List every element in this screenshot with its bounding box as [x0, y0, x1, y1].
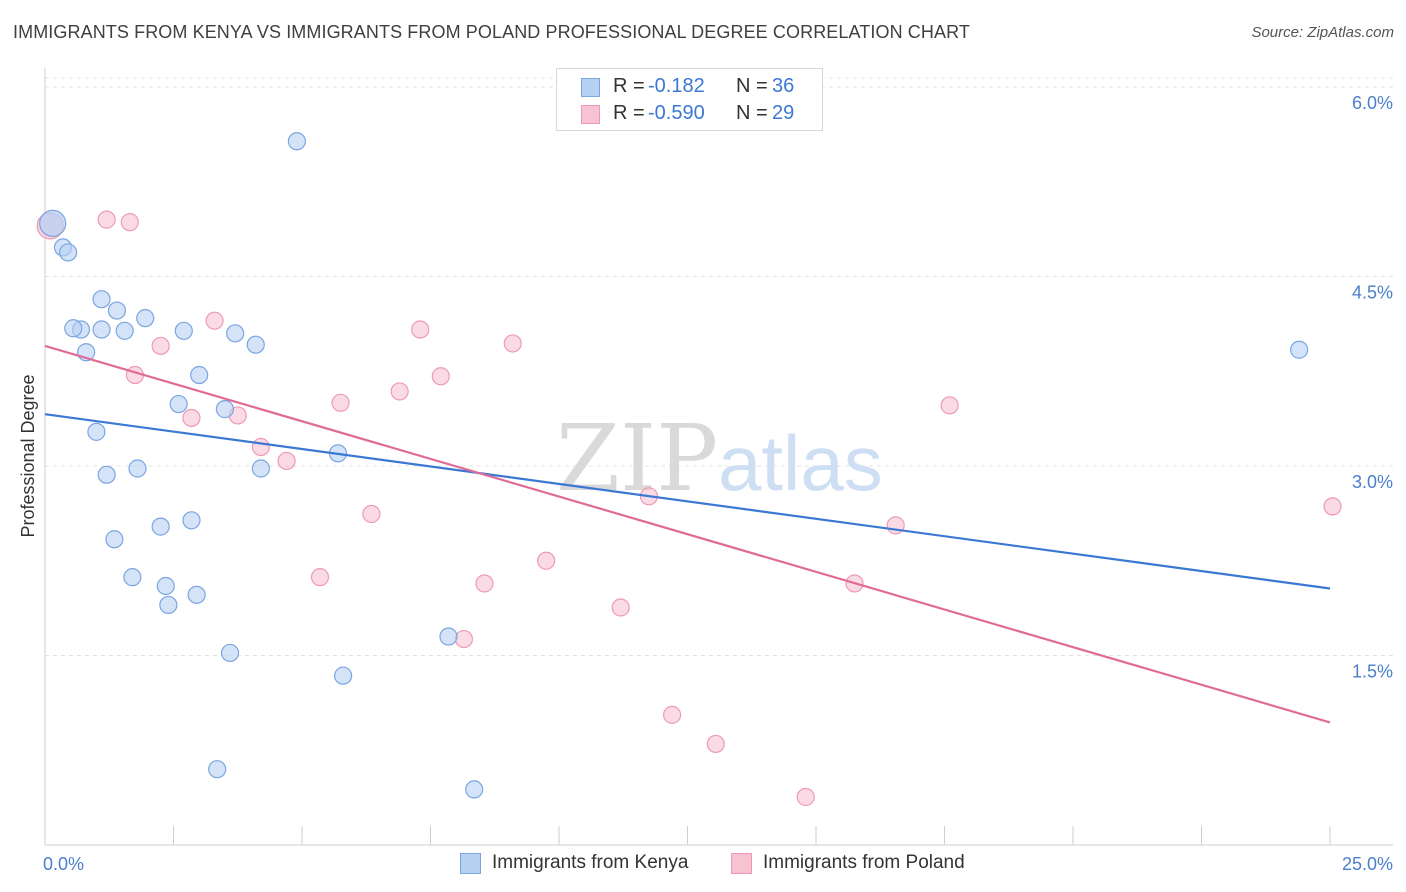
poland-point	[537, 551, 556, 570]
poland-point	[475, 574, 494, 593]
kenya-point	[87, 422, 106, 441]
kenya-point	[92, 320, 111, 339]
kenya-points	[39, 132, 1309, 799]
poland-point	[1323, 497, 1342, 516]
poland-point	[662, 705, 682, 724]
poland-point	[611, 598, 630, 617]
kenya-point	[123, 568, 142, 587]
kenya-point	[251, 459, 270, 478]
kenya-point	[1290, 340, 1309, 359]
legend-n-label: N =	[736, 75, 768, 97]
kenya-point	[97, 465, 116, 484]
kenya-trend-line	[44, 413, 1331, 590]
poland-swatch	[581, 105, 600, 124]
kenya-point	[215, 400, 234, 419]
legend-n-label: N =	[736, 102, 768, 124]
poland-legend-label: Immigrants from Poland	[763, 852, 965, 873]
kenya-point	[169, 394, 188, 414]
poland-point	[120, 213, 139, 232]
poland-point	[503, 334, 522, 353]
kenya-point	[151, 517, 170, 536]
kenya-legend-swatch	[460, 853, 481, 874]
kenya-point	[208, 760, 227, 779]
watermark-zip: ZIP	[556, 405, 718, 512]
kenya-point	[174, 321, 193, 340]
kenya-point	[59, 243, 78, 262]
kenya-point	[105, 530, 124, 549]
poland-point	[331, 393, 350, 412]
kenya-point	[220, 643, 240, 663]
poland-point	[277, 451, 296, 471]
kenya-point	[107, 301, 127, 320]
y-tick-label: 3.0%	[1352, 472, 1393, 492]
kenya-point	[439, 627, 458, 646]
kenya-point	[334, 666, 353, 685]
kenya-point	[159, 595, 178, 615]
source-note: Source: ZipAtlas.com	[1251, 24, 1394, 41]
kenya-n-value: 36	[772, 75, 795, 97]
y-tick-label: 1.5%	[1352, 661, 1393, 681]
poland-point	[940, 396, 959, 415]
x-ticks	[173, 826, 1331, 845]
y-axis-label: Professional Degree	[18, 374, 38, 537]
poland-point	[251, 437, 270, 457]
poland-point	[310, 568, 330, 587]
poland-point	[390, 382, 409, 401]
y-tick-label: 6.0%	[1352, 93, 1393, 113]
kenya-point	[39, 209, 67, 237]
kenya-point	[182, 511, 201, 530]
legend-r-label: R =	[613, 75, 645, 97]
legend-r-label: R =	[613, 102, 645, 124]
y-tick-label: 4.5%	[1352, 282, 1393, 302]
poland-point	[411, 320, 430, 339]
kenya-point	[92, 290, 111, 309]
chart-title: IMMIGRANTS FROM KENYA VS IMMIGRANTS FROM…	[13, 22, 970, 42]
poland-point	[796, 787, 815, 807]
trend-lines	[44, 344, 1331, 724]
correlation-legend: R = -0.182 N = 36 R = -0.590 N = 29	[556, 68, 823, 131]
kenya-point	[187, 585, 206, 604]
poland-point	[205, 311, 224, 330]
kenya-point	[246, 335, 265, 354]
x-tick-label-min: 0.0%	[43, 854, 84, 874]
poland-point	[706, 734, 725, 754]
x-tick-label-max: 25.0%	[1342, 854, 1393, 874]
kenya-swatch	[581, 78, 600, 97]
kenya-r-value: -0.182	[648, 75, 705, 97]
kenya-point	[136, 309, 155, 328]
kenya-point	[287, 132, 306, 151]
poland-trend-line	[44, 344, 1331, 724]
poland-point	[97, 210, 116, 229]
poland-point	[182, 408, 201, 428]
axes	[44, 68, 1393, 846]
kenya-legend-label: Immigrants from Kenya	[492, 852, 689, 873]
kenya-point	[465, 780, 484, 799]
poland-r-value: -0.590	[648, 102, 705, 124]
kenya-point	[190, 365, 209, 385]
watermark-atlas: atlas	[718, 419, 883, 507]
poland-n-value: 29	[772, 102, 795, 124]
kenya-point	[128, 459, 147, 478]
poland-point	[431, 367, 450, 386]
watermark: ZIP atlas	[556, 405, 883, 512]
kenya-point	[115, 321, 134, 340]
kenya-point	[156, 576, 175, 596]
poland-point	[454, 629, 474, 649]
poland-point	[362, 504, 381, 524]
poland-point	[151, 336, 170, 356]
y-tick-labels: 1.5% 3.0% 4.5% 6.0%	[1352, 93, 1393, 682]
kenya-point	[64, 319, 83, 338]
poland-legend-swatch	[731, 853, 752, 874]
kenya-point	[226, 324, 245, 343]
